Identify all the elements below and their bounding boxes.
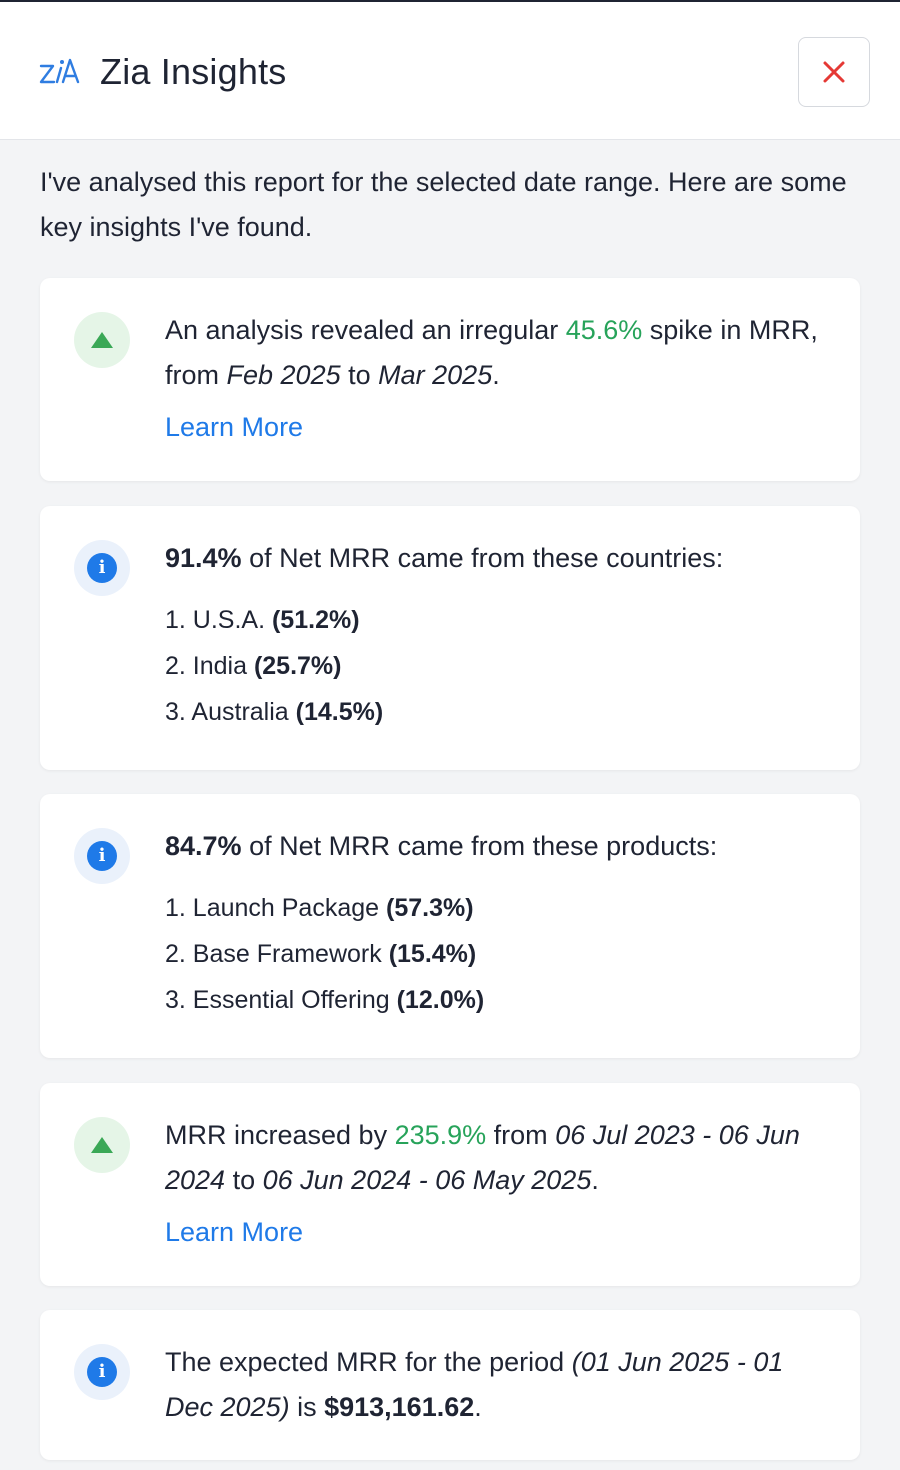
- to-date: Mar 2025: [378, 360, 493, 390]
- intro-text: I've analysed this report for the select…: [40, 167, 847, 242]
- info-badge: i: [74, 828, 130, 884]
- insight-heading: 91.4% of Net MRR came from these countri…: [165, 543, 724, 573]
- triangle-up-icon: [91, 1137, 113, 1153]
- insight-heading: 84.7% of Net MRR came from these product…: [165, 831, 718, 861]
- info-icon: i: [87, 841, 117, 871]
- percent-change: 45.6%: [565, 315, 643, 345]
- info-icon: i: [87, 1357, 117, 1387]
- to-period: 06 Jun 2024 - 06 May 2025: [262, 1165, 592, 1195]
- product-list: 1. Launch Package (57.3%) 2. Base Framew…: [165, 885, 835, 1023]
- zia-logo-icon: [39, 58, 80, 84]
- list-item: 2. India (25.7%): [165, 652, 342, 680]
- triangle-up-icon: [91, 332, 113, 348]
- close-icon: [823, 61, 845, 83]
- trend-up-badge: [74, 312, 130, 368]
- insight-text: The expected MRR for the period (01 Jun …: [165, 1347, 784, 1422]
- insight-text: An analysis revealed an irregular 45.6% …: [165, 315, 818, 390]
- learn-more-link[interactable]: Learn More: [165, 412, 304, 442]
- insight-card-spike: An analysis revealed an irregular 45.6% …: [40, 278, 860, 481]
- insight-card-mrr-increase: MRR increased by 235.9% from 06 Jul 2023…: [40, 1083, 860, 1286]
- insight-card-countries: i 91.4% of Net MRR came from these count…: [40, 506, 860, 770]
- info-badge: i: [74, 1344, 130, 1400]
- close-button[interactable]: [798, 37, 870, 107]
- top-border: [0, 0, 900, 2]
- trend-up-badge: [74, 1117, 130, 1173]
- from-period: 06 Jul 2023 - 06 Jun 2024: [165, 1120, 800, 1195]
- from-date: Feb 2025: [226, 360, 341, 390]
- list-item: 3. Essential Offering (12.0%): [165, 986, 485, 1014]
- list-item: 1. Launch Package (57.3%): [165, 894, 474, 922]
- insight-card-products: i 84.7% of Net MRR came from these produ…: [40, 794, 860, 1058]
- forecast-amount: $913,161.62: [324, 1392, 475, 1422]
- info-icon: i: [87, 553, 117, 583]
- learn-more-link[interactable]: Learn More: [165, 1217, 304, 1247]
- insight-text: MRR increased by 235.9% from 06 Jul 2023…: [165, 1120, 800, 1195]
- list-item: 3. Australia (14.5%): [165, 698, 384, 726]
- info-badge: i: [74, 540, 130, 596]
- insight-card-forecast: i The expected MRR for the period (01 Ju…: [40, 1310, 860, 1460]
- forecast-period: (01 Jun 2025 - 01 Dec 2025): [165, 1347, 784, 1422]
- list-item: 2. Base Framework (15.4%): [165, 940, 477, 968]
- panel-title: Zia Insights: [100, 51, 287, 92]
- panel-header: Zia Insights: [0, 2, 900, 140]
- country-list: 1. U.S.A. (51.2%) 2. India (25.7%) 3. Au…: [165, 597, 835, 735]
- list-item: 1. U.S.A. (51.2%): [165, 606, 360, 634]
- percent-change: 235.9%: [394, 1120, 487, 1150]
